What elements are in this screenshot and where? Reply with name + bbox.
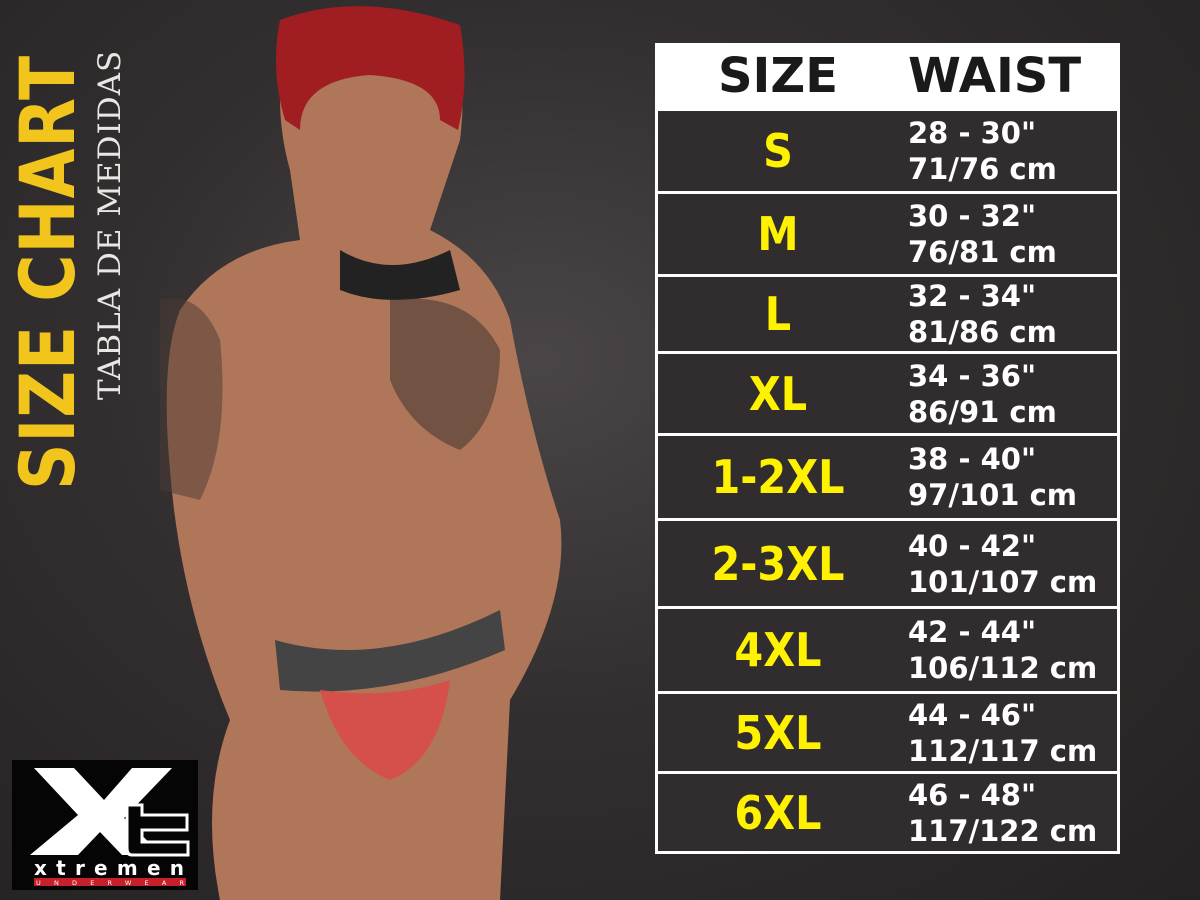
waist-cm: 97/101 cm (908, 478, 1077, 512)
size-label: 2-3XL (711, 536, 845, 591)
waist-value: 30 - 32" 76/81 cm (898, 198, 1117, 270)
waist-cm: 76/81 cm (908, 235, 1057, 269)
waist-inches: 32 - 34" (908, 279, 1037, 313)
size-label: 5XL (734, 705, 822, 760)
table-row: S 28 - 30" 71/76 cm (658, 111, 1117, 191)
table-row: 4XL 42 - 44" 106/112 cm (658, 609, 1117, 691)
waist-cm: 117/122 cm (908, 813, 1098, 848)
waist-value: 32 - 34" 81/86 cm (898, 278, 1117, 350)
svg-text:UNDERWEAR: UNDERWEAR (36, 879, 184, 887)
table-row: M 30 - 32" 76/81 cm (658, 194, 1117, 274)
waist-cm: 112/117 cm (908, 733, 1098, 768)
header-waist: WAIST (908, 47, 1082, 104)
table-row: 6XL 46 - 48" 117/122 cm (658, 774, 1117, 851)
header-size: SIZE (717, 47, 839, 104)
table-row: 1-2XL 38 - 40" 97/101 cm (658, 436, 1117, 518)
waist-cm: 71/76 cm (908, 152, 1057, 186)
table-row: XL 34 - 36" 86/91 cm (658, 354, 1117, 433)
waist-cm: 106/112 cm (908, 651, 1098, 685)
waist-cm: 86/91 cm (908, 394, 1057, 429)
size-label: 4XL (734, 623, 822, 677)
waist-inches: 34 - 36" (908, 358, 1037, 393)
waist-value: 44 - 46" 112/117 cm (898, 697, 1117, 769)
title-main: SIZE CHART (3, 55, 92, 490)
title-subtitle: TABLA DE MEDIDAS (92, 49, 128, 400)
waist-cm: 101/107 cm (908, 564, 1098, 599)
table-header: SIZE WAIST (658, 43, 1117, 108)
waist-inches: 44 - 46" (908, 697, 1037, 732)
waist-value: 40 - 42" 101/107 cm (898, 528, 1117, 600)
table-row: L 32 - 34" 81/86 cm (658, 277, 1117, 351)
waist-value: 38 - 40" 97/101 cm (898, 441, 1117, 513)
waist-inches: 38 - 40" (908, 442, 1037, 476)
waist-inches: 46 - 48" (908, 777, 1037, 812)
waist-inches: 40 - 42" (908, 528, 1037, 563)
waist-value: 28 - 30" 71/76 cm (898, 115, 1117, 187)
size-label: S (763, 124, 793, 178)
size-label: M (757, 207, 799, 261)
waist-value: 34 - 36" 86/91 cm (898, 358, 1117, 430)
xtremen-logo: xtremen UNDERWEAR (12, 760, 198, 890)
size-label: 1-2XL (711, 450, 845, 504)
model-photo (160, 6, 562, 900)
xtremen-logo-mark: xtremen UNDERWEAR (30, 768, 190, 887)
waist-cm: 81/86 cm (908, 315, 1057, 349)
svg-text:xtremen: xtremen (34, 856, 184, 880)
size-label: 6XL (734, 785, 822, 840)
table-row: 5XL 44 - 46" 112/117 cm (658, 694, 1117, 771)
size-label: L (764, 287, 792, 341)
size-chart-title: SIZE CHART (3, 0, 92, 490)
size-table: SIZE WAIST S 28 - 30" 71/76 cm M 30 - 32" 76… (655, 43, 1120, 854)
waist-value: 42 - 44" 106/112 cm (898, 614, 1117, 686)
waist-value: 46 - 48" 117/122 cm (898, 777, 1117, 849)
waist-inches: 30 - 32" (908, 199, 1037, 233)
waist-inches: 28 - 30" (908, 116, 1037, 150)
table-row: 2-3XL 40 - 42" 101/107 cm (658, 521, 1117, 606)
waist-inches: 42 - 44" (908, 615, 1037, 649)
size-label: XL (748, 366, 808, 421)
